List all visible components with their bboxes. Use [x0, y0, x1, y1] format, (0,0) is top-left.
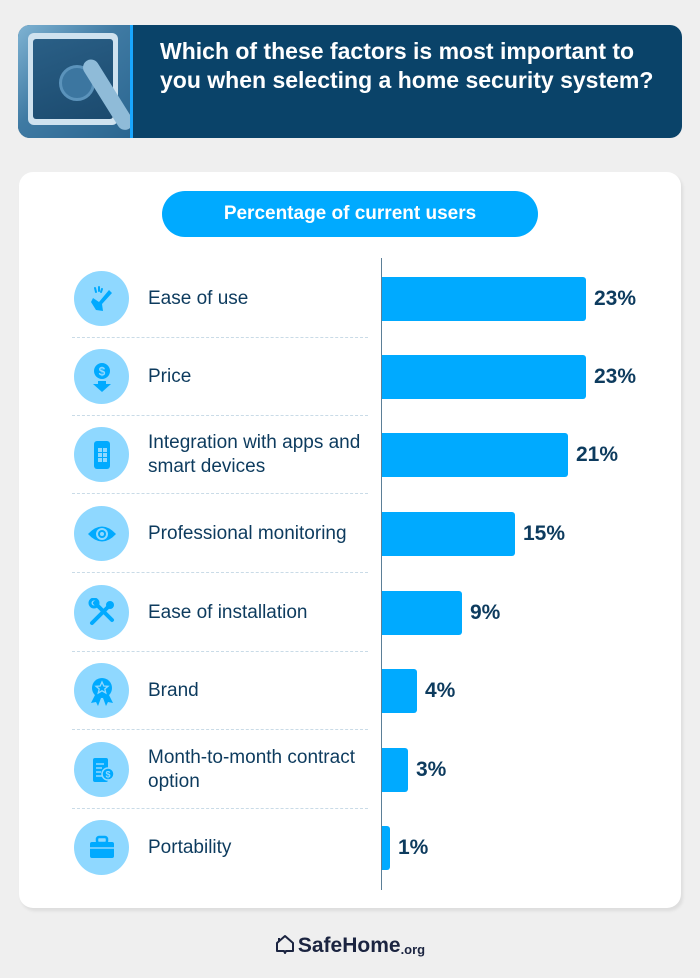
- bar: [382, 826, 390, 870]
- contract-dollar-icon: $: [74, 742, 129, 797]
- row-divider: [72, 729, 368, 730]
- bar-value: 3%: [416, 758, 447, 781]
- chart-row: Professional monitoring 15%: [0, 495, 700, 573]
- brand-tld: .org: [400, 941, 426, 957]
- dollar-down-icon: $: [74, 349, 129, 404]
- row-divider: [72, 808, 368, 809]
- toolbox-icon: [74, 820, 129, 875]
- row-label: Professional monitoring: [148, 523, 347, 544]
- bar-value: 21%: [576, 443, 619, 466]
- row-label: Price: [148, 366, 192, 387]
- bar-value: 23%: [594, 287, 637, 310]
- award-badge-icon: [74, 663, 129, 718]
- row-label: Brand: [148, 680, 199, 701]
- bar: [382, 512, 515, 556]
- chart-axis-line: [381, 258, 382, 890]
- tools-icon: [74, 585, 129, 640]
- bar: [382, 748, 408, 792]
- chart-row: Brand 4%: [0, 652, 700, 730]
- footer-logo: SafeHome .org: [0, 928, 700, 964]
- chart-row: $ Price 23%: [0, 338, 700, 416]
- bar: [382, 669, 417, 713]
- chart-subtitle-pill: Percentage of current users: [162, 191, 538, 237]
- svg-text:$: $: [105, 769, 110, 779]
- row-label: Integration with apps and smart devices: [148, 432, 361, 477]
- row-divider: [72, 651, 368, 652]
- chart-row: $ Month-to-month contract option 3%: [0, 731, 700, 809]
- eye-icon: [74, 506, 129, 561]
- bar-value: 9%: [470, 601, 501, 624]
- house-logo-icon: [275, 934, 295, 959]
- row-divider: [72, 572, 368, 573]
- tablet-button: [59, 65, 95, 101]
- row-label: Month-to-month contract option: [148, 747, 355, 792]
- bar-value: 23%: [594, 365, 637, 388]
- chart-row: Ease of installation 9%: [0, 574, 700, 652]
- bar-value: 15%: [523, 522, 566, 545]
- header-photo: [18, 25, 136, 138]
- bar: [382, 591, 462, 635]
- row-divider: [72, 493, 368, 494]
- header-accent-stripe: [130, 25, 133, 138]
- bar: [382, 433, 568, 477]
- row-label: Portability: [148, 837, 232, 858]
- page-title: Which of these factors is most important…: [160, 38, 654, 93]
- bar: [382, 355, 586, 399]
- bar-value: 1%: [398, 836, 429, 859]
- header-banner: Which of these factors is most important…: [18, 25, 682, 138]
- smartphone-apps-icon: [74, 427, 129, 482]
- row-divider: [72, 337, 368, 338]
- tap-hand-icon: [74, 271, 129, 326]
- chart-row: Ease of use 23%: [0, 260, 700, 338]
- bar: [382, 277, 586, 321]
- brand-name: SafeHome: [297, 934, 401, 957]
- row-divider: [72, 415, 368, 416]
- bar-value: 4%: [425, 679, 456, 702]
- chart-row: Portability 1%: [0, 809, 700, 887]
- chart-row: Integration with apps and smart devices …: [0, 416, 700, 494]
- svg-text:$: $: [98, 364, 105, 378]
- row-label: Ease of installation: [148, 602, 308, 623]
- row-label: Ease of use: [148, 288, 249, 309]
